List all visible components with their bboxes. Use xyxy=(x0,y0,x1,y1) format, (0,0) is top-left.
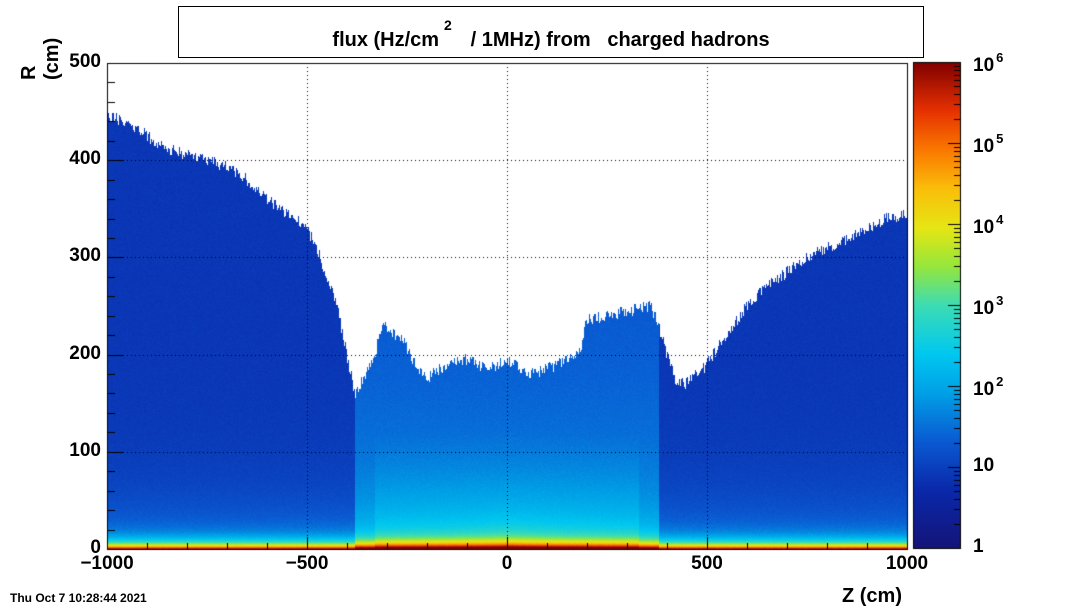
y-tick-label: 100 xyxy=(69,439,101,461)
colorbar-tick-label: 10 2 xyxy=(973,374,1004,400)
y-tick-label: 200 xyxy=(69,342,101,364)
x-tick-label: −500 xyxy=(285,553,329,574)
y-tick-label: 500 xyxy=(69,51,101,72)
x-tick-label: 1000 xyxy=(885,553,929,574)
colorbar-tick-label: 10 5 xyxy=(973,131,1004,157)
colorbar-tick-label: 10 6 xyxy=(973,50,1004,76)
y-tick-label: 400 xyxy=(69,148,101,170)
colorbar-tick-label: 10 3 xyxy=(973,293,1004,319)
colorbar-tick-label: 1 xyxy=(973,536,984,557)
x-tick-label: 500 xyxy=(691,553,723,574)
colorbar-tick-label: 10 4 xyxy=(973,212,1004,238)
y-tick-label: 300 xyxy=(69,245,101,267)
chart-title-box: flux (Hz/cm / 1MHz) from charged hadrons… xyxy=(178,6,924,58)
timestamp-footer: Thu Oct 7 10:28:44 2021 xyxy=(10,591,147,605)
y-tick-label: 0 xyxy=(90,537,101,558)
x-tick-label: −1000 xyxy=(80,553,134,574)
chart-title: flux (Hz/cm / 1MHz) from charged hadrons xyxy=(332,29,770,51)
x-axis-label: Z (cm) xyxy=(842,585,902,607)
chart-title-superscript: 2 xyxy=(444,17,452,33)
x-tick-label: 0 xyxy=(501,553,513,574)
colorbar-tick-label: 10 xyxy=(973,455,995,476)
y-axis-label: R (cm) xyxy=(18,37,63,80)
